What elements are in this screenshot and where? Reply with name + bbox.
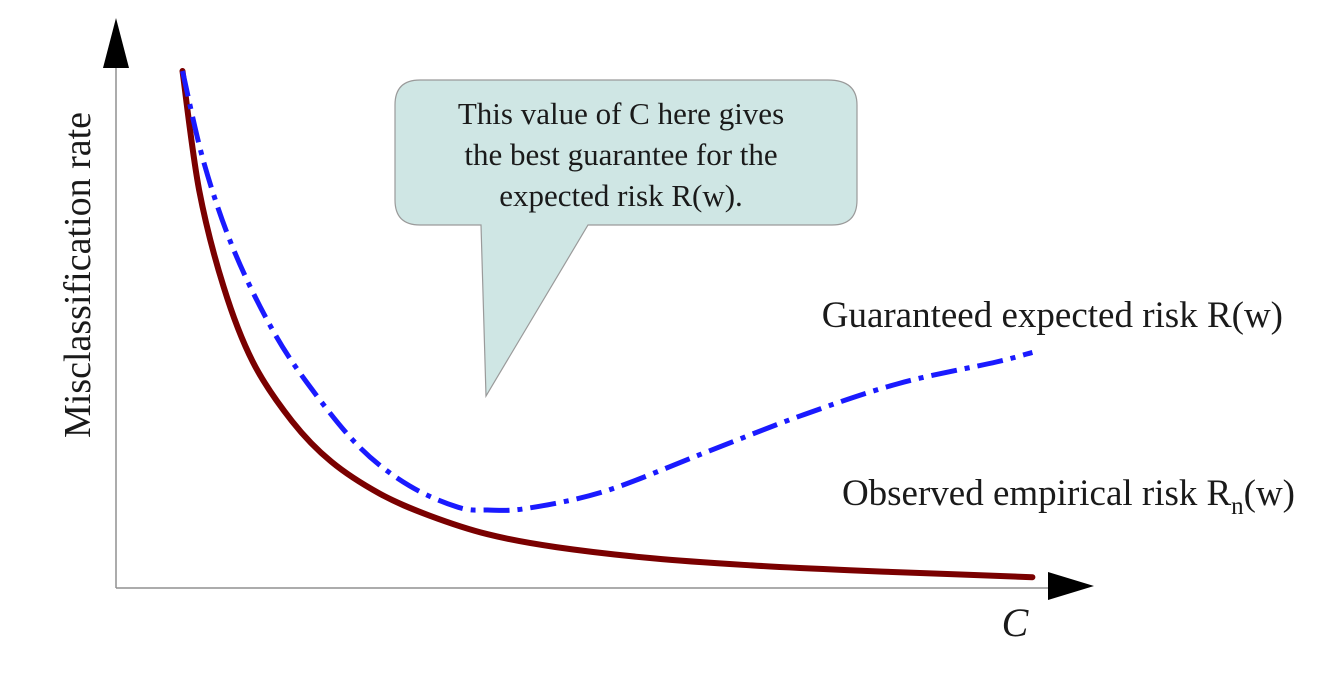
- callout-line-3: expected risk R(w).: [499, 178, 743, 213]
- legend-label-empirical-r: R: [1206, 473, 1231, 514]
- legend-label-guaranteed: Guaranteed expected risk R(w): [822, 295, 1283, 336]
- callout-bubble: [394, 79, 858, 399]
- x-axis-label: C: [1002, 600, 1030, 645]
- legend-label-empirical-suffix: (w): [1244, 473, 1295, 514]
- legend-label-empirical-main: Observed empirical risk: [842, 473, 1198, 514]
- legend-label-empirical-subscript: n: [1231, 493, 1244, 520]
- series-layer: [179, 68, 1036, 581]
- callout-line-2: the best guarantee for the: [464, 137, 777, 172]
- callout-line-1: This value of C here gives: [458, 96, 784, 131]
- y-axis-label: Misclassification rate: [57, 112, 99, 438]
- legend-label-empirical: Observed empirical risk Rn(w): [842, 473, 1295, 520]
- callout: This value of C here gives the best guar…: [394, 79, 858, 399]
- x-axis-arrow-icon: [1048, 572, 1094, 600]
- series-line-guaranteed: [180, 70, 1034, 513]
- series-line-empirical: [179, 68, 1036, 581]
- y-axis-arrow-icon: [103, 18, 129, 68]
